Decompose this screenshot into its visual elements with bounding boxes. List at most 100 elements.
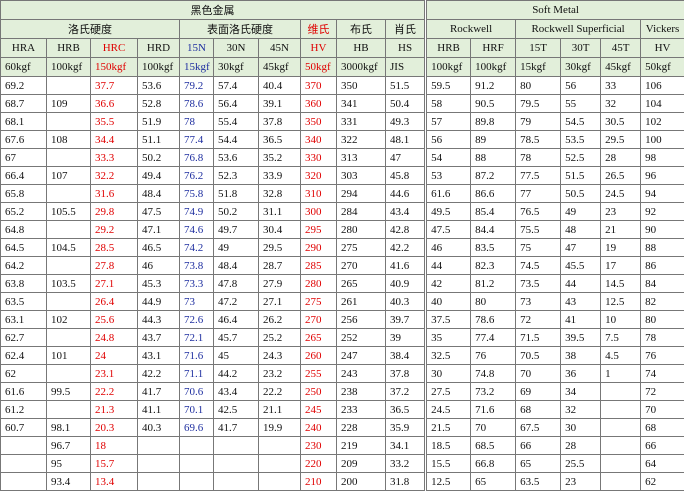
cell: 300 (300, 202, 337, 221)
cell: 74.2 (179, 238, 214, 257)
cell: 77 (515, 184, 562, 203)
cell (46, 220, 91, 239)
cell: 73.3 (179, 274, 214, 293)
cell: 255 (300, 364, 337, 383)
cell: 41.1 (137, 400, 180, 419)
load-header: 30kgf (213, 57, 259, 77)
cell: 45.3 (137, 274, 180, 293)
cell: 85.4 (470, 202, 517, 221)
table-row: 68.7 109 36.6 52.8 78.6 56.4 39.1 360 341 50.4 58 9… (0, 94, 684, 113)
cell: 75.8 (179, 184, 214, 203)
cell: 45 (213, 346, 259, 365)
cell: 66 (515, 436, 562, 455)
cell (600, 472, 642, 491)
cell: 47.2 (213, 292, 259, 311)
cell: 40.3 (137, 418, 180, 437)
cell: 30 (424, 364, 472, 383)
cell: 50.2 (137, 148, 180, 167)
cell: 36.5 (258, 130, 301, 149)
cell: 45.8 (384, 166, 427, 185)
cell: 350 (336, 76, 386, 95)
cell: 18.5 (424, 436, 472, 455)
cell: 28.7 (258, 256, 301, 275)
cell: 233 (336, 400, 386, 419)
cell: 55.4 (213, 112, 259, 131)
cell: 294 (336, 184, 386, 203)
load-header: 100kgf (470, 57, 517, 77)
cell: 341 (336, 94, 386, 113)
column-header: HRB (424, 38, 472, 58)
cell: 89.8 (470, 112, 517, 131)
cell: 15.7 (90, 454, 138, 473)
cell: 28 (600, 148, 642, 167)
cell: 57 (424, 112, 472, 131)
cell: 14.5 (600, 274, 642, 293)
cell (179, 454, 214, 473)
cell (600, 418, 642, 437)
cell: 1 (600, 364, 642, 383)
cell: 15.5 (424, 454, 472, 473)
cell: 40.4 (258, 76, 301, 95)
cell: 30 (560, 418, 602, 437)
cell: 48.4 (137, 184, 180, 203)
cell: 21.1 (258, 400, 301, 419)
cell: 243 (336, 364, 386, 383)
cell: 62 (0, 364, 47, 383)
cell: 82.3 (470, 256, 517, 275)
cell: 200 (336, 472, 386, 491)
cell: 65.8 (0, 184, 47, 203)
cell: 240 (300, 418, 337, 437)
cell: 37.8 (258, 112, 301, 131)
cell: 4.5 (600, 346, 642, 365)
cell: 54.5 (560, 112, 602, 131)
cell: 30.4 (258, 220, 301, 239)
cell: 43.7 (137, 328, 180, 347)
column-header: HV (640, 38, 684, 58)
cell: 53.5 (560, 130, 602, 149)
cell: 56.4 (213, 94, 259, 113)
cell: 67.5 (515, 418, 562, 437)
cell (213, 454, 259, 473)
cell: 44.3 (137, 310, 180, 329)
cell: 70.1 (179, 400, 214, 419)
cell: 71.6 (470, 400, 517, 419)
cell: 47.5 (424, 220, 472, 239)
cell: 81.2 (470, 274, 517, 293)
cell: 49.5 (424, 202, 472, 221)
cell: 102 (46, 310, 91, 329)
cell: 7.5 (600, 328, 642, 347)
cell: 63.5 (0, 292, 47, 311)
cell: 245 (300, 400, 337, 419)
cell: 41.7 (137, 382, 180, 401)
cell: 77.5 (515, 166, 562, 185)
cell: 247 (336, 346, 386, 365)
cell: 331 (336, 112, 386, 131)
cell: 310 (300, 184, 337, 203)
load-header: 150kgf (90, 57, 138, 77)
table-row: 63.8 103.5 27.1 45.3 73.3 47.8 27.9 280 265 40.9 4… (0, 274, 684, 293)
cell: 109 (46, 94, 91, 113)
cell: 210 (300, 472, 337, 491)
cell: 270 (336, 256, 386, 275)
cell: 209 (336, 454, 386, 473)
cell: 73.8 (179, 256, 214, 275)
cell: 350 (300, 112, 337, 131)
cell: 87.2 (470, 166, 517, 185)
cell: 74.9 (179, 202, 214, 221)
cell: 72.6 (179, 310, 214, 329)
cell: 64.8 (0, 220, 47, 239)
cell: 27.8 (90, 256, 138, 275)
cell: 78 (179, 112, 214, 131)
cell (600, 400, 642, 419)
cell: 37.2 (384, 382, 427, 401)
cell: 70.5 (515, 346, 562, 365)
column-header: HV (300, 38, 337, 58)
cell (137, 472, 180, 491)
table-row: HRA HRB HRC HRD 15N 30N 45N HV HB HS HRB HRF 15T 30T 4… (0, 38, 684, 58)
cell: 43.4 (384, 202, 427, 221)
cell: 88 (470, 148, 517, 167)
cell: 43 (560, 292, 602, 311)
cell (0, 454, 47, 473)
cell: 46 (137, 256, 180, 275)
